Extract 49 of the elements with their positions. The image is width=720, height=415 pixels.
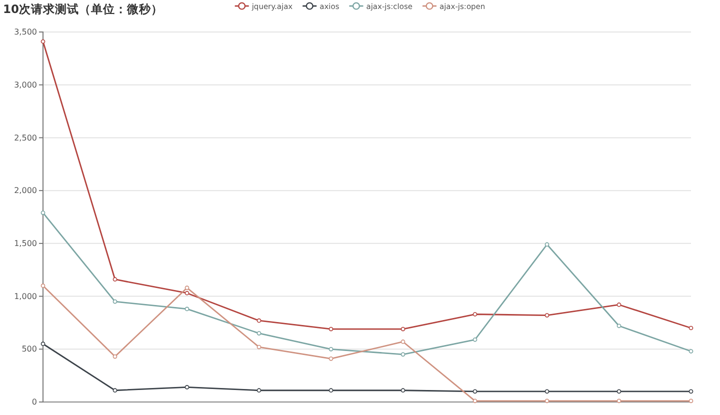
point	[256, 331, 262, 336]
y-tick-label: 1,500	[14, 238, 37, 248]
point	[256, 344, 262, 350]
point	[616, 302, 622, 307]
point	[40, 284, 46, 288]
point	[616, 398, 622, 404]
y-tick-label: 2,500	[14, 133, 37, 142]
point	[400, 340, 406, 344]
point	[256, 318, 262, 323]
point	[472, 312, 478, 316]
point	[472, 337, 478, 342]
point	[688, 389, 694, 394]
y-tick-label: 0	[32, 398, 37, 407]
point	[112, 354, 118, 359]
point	[184, 306, 190, 312]
point	[328, 356, 334, 361]
y-tick-label: 1,000	[14, 292, 37, 301]
point	[184, 286, 190, 290]
y-tick-label: 500	[22, 344, 37, 354]
point	[184, 290, 190, 296]
point	[688, 398, 694, 404]
point	[400, 388, 406, 393]
point	[616, 324, 622, 328]
point	[472, 398, 478, 404]
point	[112, 388, 118, 393]
point	[400, 352, 406, 357]
point	[256, 388, 262, 393]
point	[472, 389, 478, 394]
point	[544, 242, 550, 247]
y-tick-label: 2,000	[14, 186, 37, 196]
point	[184, 385, 190, 390]
point	[112, 299, 118, 304]
point	[40, 342, 46, 346]
point	[40, 39, 46, 44]
point	[544, 389, 550, 394]
point	[112, 277, 118, 282]
point	[328, 346, 334, 352]
point	[544, 313, 550, 318]
point	[544, 398, 550, 404]
chart-title: 10次请求测试（单位：微秒）	[3, 2, 164, 16]
point	[616, 389, 622, 394]
point	[688, 349, 694, 354]
point	[328, 388, 334, 393]
y-tick-label: 3,500	[14, 28, 37, 37]
y-tick-label: 3,000	[14, 80, 37, 90]
point	[688, 326, 694, 330]
point	[400, 326, 406, 332]
point	[40, 210, 46, 215]
point	[328, 326, 334, 332]
